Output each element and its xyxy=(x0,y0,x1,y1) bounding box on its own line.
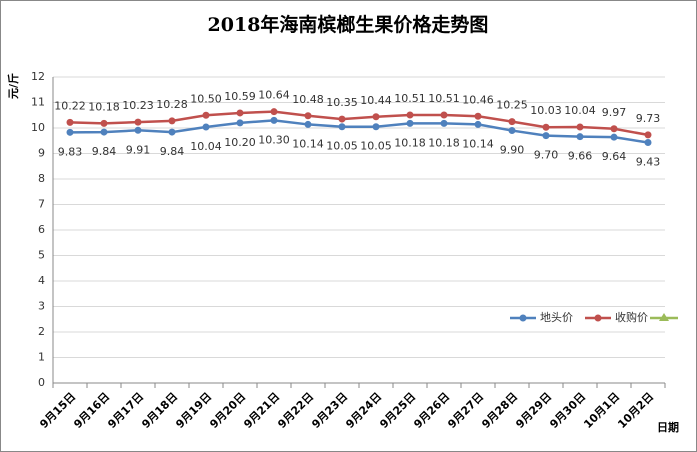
legend-label: 地头价 xyxy=(540,311,573,324)
chart-title: 2018年海南槟榔生果价格走势图 xyxy=(208,13,489,36)
data-label: 10.51 xyxy=(394,92,426,105)
point xyxy=(406,119,414,127)
data-label: 10.18 xyxy=(88,100,120,113)
point xyxy=(304,120,312,128)
data-label: 9.84 xyxy=(92,145,117,158)
y-tick-label: 1 xyxy=(38,351,45,364)
y-tick-label: 4 xyxy=(38,274,45,287)
legend-label: 收购价 xyxy=(615,310,648,324)
data-label: 10.59 xyxy=(224,90,256,103)
data-label: 9.43 xyxy=(636,156,661,169)
point xyxy=(100,128,108,136)
point xyxy=(542,132,550,140)
point xyxy=(474,112,482,120)
data-label: 9.70 xyxy=(534,149,559,162)
legend-marker xyxy=(594,314,602,322)
point xyxy=(338,123,346,131)
point xyxy=(338,115,346,123)
data-label: 10.35 xyxy=(326,96,358,109)
point xyxy=(508,127,516,135)
data-label: 10.14 xyxy=(292,137,324,150)
data-label: 10.51 xyxy=(428,92,460,105)
y-tick-label: 12 xyxy=(31,70,45,83)
point xyxy=(610,133,618,141)
data-label: 10.04 xyxy=(564,104,596,117)
point xyxy=(440,119,448,127)
y-tick-label: 7 xyxy=(38,198,45,211)
data-label: 10.28 xyxy=(156,98,188,111)
point xyxy=(66,128,74,136)
point xyxy=(576,123,584,131)
data-label: 9.97 xyxy=(602,106,627,119)
data-label: 10.20 xyxy=(224,136,256,149)
point xyxy=(134,126,142,134)
point xyxy=(304,112,312,120)
point xyxy=(168,117,176,125)
data-label: 10.23 xyxy=(122,99,154,112)
y-tick-label: 3 xyxy=(38,300,45,313)
y-tick-label: 5 xyxy=(38,249,45,262)
data-label: 10.30 xyxy=(258,133,290,146)
data-label: 10.50 xyxy=(190,92,222,105)
data-label: 10.03 xyxy=(530,104,562,117)
data-label: 10.22 xyxy=(54,99,86,112)
point xyxy=(644,139,652,147)
data-label: 10.05 xyxy=(360,140,392,153)
data-label: 9.66 xyxy=(568,150,593,163)
point xyxy=(134,118,142,126)
y-axis-label: 元/斤 xyxy=(6,73,20,99)
y-tick-label: 2 xyxy=(38,325,45,338)
point xyxy=(372,113,380,121)
data-label: 10.46 xyxy=(462,93,494,106)
data-label: 9.64 xyxy=(602,150,627,163)
data-label: 10.05 xyxy=(326,140,358,153)
point xyxy=(202,123,210,131)
point xyxy=(270,108,278,116)
point xyxy=(372,123,380,131)
series-line xyxy=(69,110,649,137)
point xyxy=(236,109,244,117)
point xyxy=(644,131,652,139)
data-label: 10.44 xyxy=(360,94,392,107)
data-label: 10.18 xyxy=(394,136,426,149)
point xyxy=(508,118,516,126)
point xyxy=(168,128,176,136)
series-line xyxy=(69,119,649,144)
y-tick-label: 6 xyxy=(38,223,45,236)
data-label: 10.48 xyxy=(292,93,324,106)
point xyxy=(66,118,74,126)
point xyxy=(610,125,618,133)
data-label: 10.14 xyxy=(462,137,494,150)
data-label: 10.64 xyxy=(258,89,290,102)
legend-marker xyxy=(659,313,669,321)
data-label: 9.90 xyxy=(500,144,525,157)
data-label: 9.84 xyxy=(160,145,185,158)
point xyxy=(236,119,244,127)
point xyxy=(542,123,550,131)
data-label: 10.18 xyxy=(428,136,460,149)
data-label: 9.83 xyxy=(58,145,83,158)
y-tick-label: 9 xyxy=(38,147,45,160)
point xyxy=(576,133,584,141)
legend-marker xyxy=(519,314,527,322)
data-label: 9.91 xyxy=(126,143,151,156)
point xyxy=(440,111,448,119)
point xyxy=(474,120,482,128)
data-label: 9.73 xyxy=(636,112,661,125)
y-tick-label: 11 xyxy=(31,96,45,109)
y-tick-label: 8 xyxy=(38,172,45,185)
y-tick-label: 10 xyxy=(31,121,45,134)
data-label: 10.04 xyxy=(190,140,222,153)
data-label: 10.25 xyxy=(496,99,528,112)
y-tick-label: 0 xyxy=(38,376,45,389)
point xyxy=(270,116,278,124)
x-axis-label: 日期 xyxy=(657,420,679,434)
point xyxy=(202,111,210,119)
point xyxy=(406,111,414,119)
point xyxy=(100,119,108,127)
